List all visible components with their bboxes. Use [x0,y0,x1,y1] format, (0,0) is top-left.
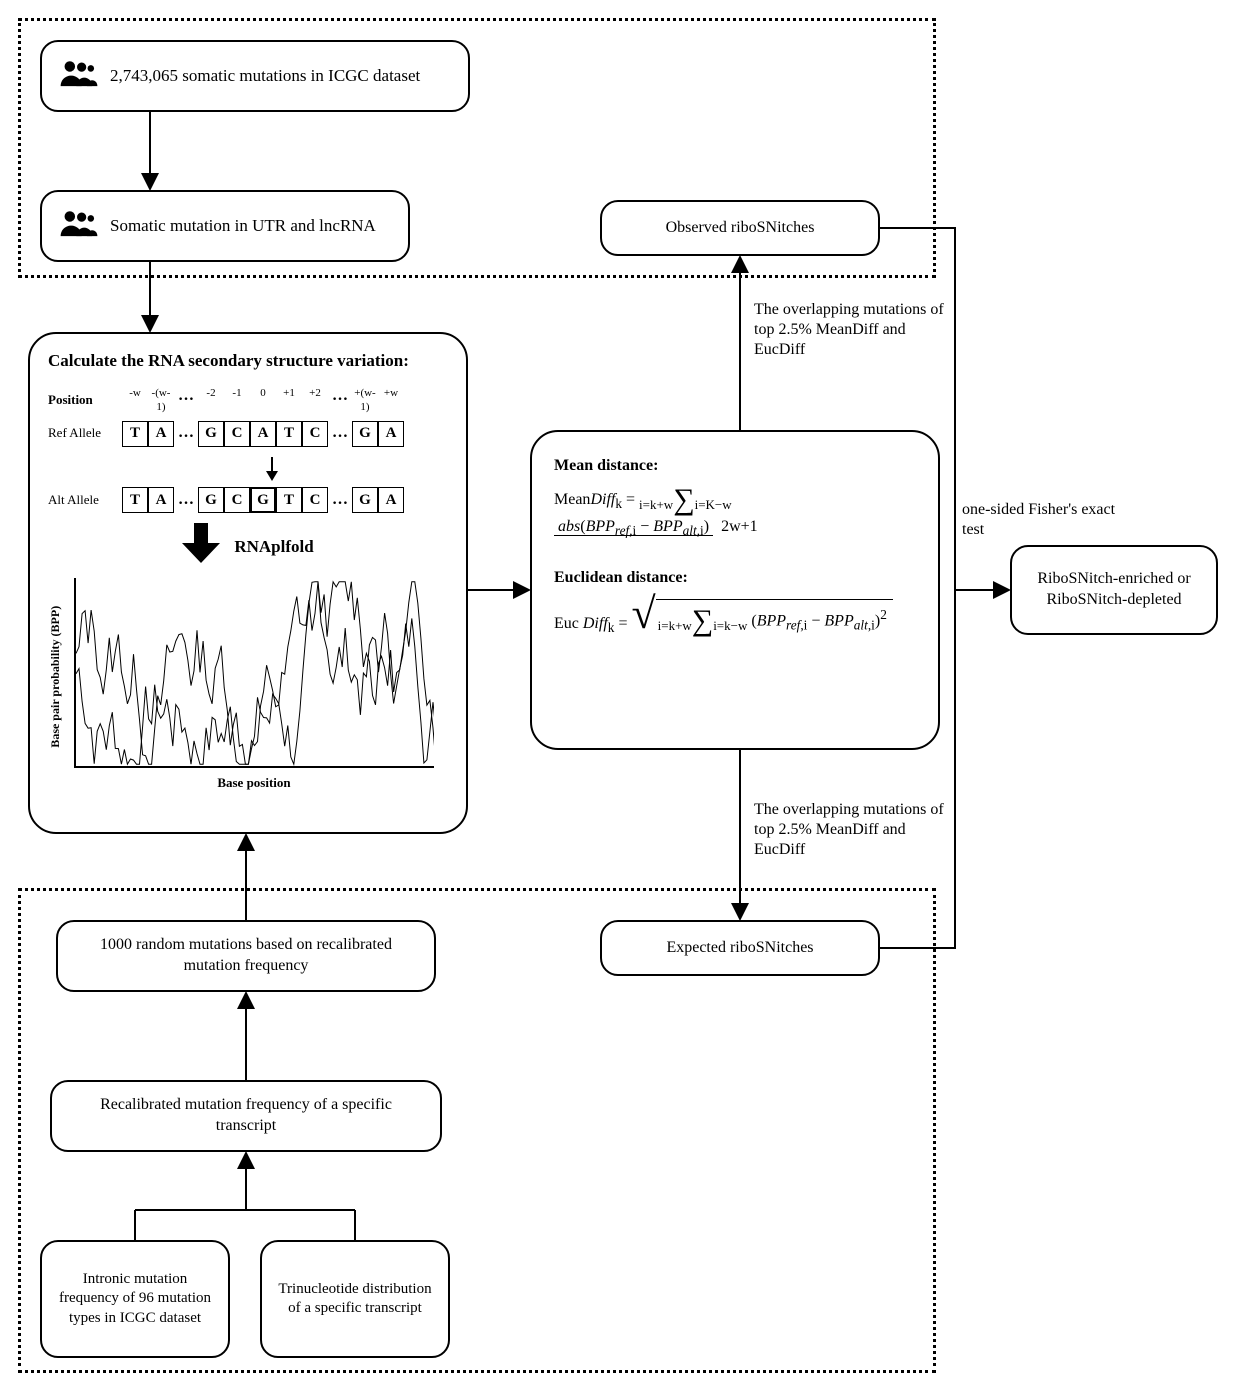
position-label: Position [48,392,122,409]
alt-allele-seq: T A … G C G T C … G A [122,487,404,513]
euclidean-distance-formula: Euc Diffk = √ i=k+w∑i=k−w (BPPref,i − BP… [554,599,916,639]
mean-distance-title: Mean distance: [554,456,916,477]
euclidean-distance-title: Euclidean distance: [554,568,916,589]
node-intronic-freq-label: Intronic mutation frequency of 96 mutati… [58,1270,212,1329]
seq-ellipsis: … [174,423,198,444]
node-random-mutations-label: 1000 random mutations based on recalibra… [74,935,418,977]
seq-cell: G [352,421,378,447]
node-expected-ribosnitches: Expected riboSNitches [600,920,880,976]
node-distance-formulas: Mean distance: MeanDiffk = i=k+w∑i=K−w a… [530,430,940,750]
people-icon [58,58,100,94]
pos-cell: +w [378,386,404,415]
seq-ellipsis: … [174,490,198,511]
node-recalibrated-freq: Recalibrated mutation frequency of a spe… [50,1080,442,1152]
node-icgc-mutations-label: 2,743,065 somatic mutations in ICGC data… [110,65,420,87]
pos-cell: +2 [302,386,328,415]
node-intronic-freq: Intronic mutation frequency of 96 mutati… [40,1240,230,1358]
alt-allele-label: Alt Allele [48,492,122,509]
seq-cell: C [224,421,250,447]
pos-cell: 0 [250,386,276,415]
seq-cell: A [148,487,174,513]
pos-cell: -2 [198,386,224,415]
bpp-chart-ylabel: Base pair probability (BPP) [48,578,70,776]
seq-cell: A [378,487,404,513]
rnaplfold-label: RNAplfold [234,536,313,558]
seq-ellipsis: … [174,386,198,415]
node-calc-rna-structure: Calculate the RNA secondary structure va… [28,332,468,834]
seq-cell: A [250,421,276,447]
seq-ellipsis: … [328,423,352,444]
bpp-chart-xlabel: Base position [74,775,434,792]
people-icon [58,208,100,244]
pos-cell: -w [122,386,148,415]
seq-cell: A [148,421,174,447]
seq-cell: T [122,421,148,447]
node-result: RiboSNitch-enriched or RiboSNitch-deplet… [1010,545,1218,635]
seq-cell-mutated: G [250,487,276,513]
node-recalibrated-freq-label: Recalibrated mutation frequency of a spe… [68,1095,424,1137]
edge-label-top25-lower: The overlapping mutations of top 2.5% Me… [752,800,952,860]
ref-to-alt-arrow [122,457,422,488]
seq-cell: C [224,487,250,513]
pos-cell: -1 [224,386,250,415]
seq-cell: G [198,487,224,513]
node-expected-label: Expected riboSNitches [666,938,813,959]
seq-cell: T [276,421,302,447]
pos-cell: -(w-1) [148,386,174,415]
seq-cell: C [302,487,328,513]
node-trinucleotide-label: Trinucleotide distribution of a specific… [278,1280,432,1319]
seq-cell: A [378,421,404,447]
node-calc-title: Calculate the RNA secondary structure va… [48,350,448,372]
node-observed-label: Observed riboSNitches [666,218,815,239]
edge-label-fisher: one-sided Fisher's exact test [960,500,1120,540]
mean-distance-formula: MeanDiffk = i=k+w∑i=K−w abs(BPPref,i − B… [554,487,916,542]
node-observed-ribosnitches: Observed riboSNitches [600,200,880,256]
node-utr-lncrna: Somatic mutation in UTR and lncRNA [40,190,410,262]
seq-ellipsis: … [328,490,352,511]
rnaplfold-arrow-icon [182,523,220,570]
node-icgc-mutations: 2,743,065 somatic mutations in ICGC data… [40,40,470,112]
seq-cell: T [122,487,148,513]
pos-cell: +1 [276,386,302,415]
bpp-chart [74,578,434,768]
ref-allele-seq: T A … G C A T C … G A [122,421,404,447]
seq-cell: C [302,421,328,447]
seq-cell: G [352,487,378,513]
node-utr-lncrna-label: Somatic mutation in UTR and lncRNA [110,215,376,237]
seq-cell: G [198,421,224,447]
seq-cell: T [276,487,302,513]
node-result-label: RiboSNitch-enriched or RiboSNitch-deplet… [1028,569,1200,611]
node-random-mutations: 1000 random mutations based on recalibra… [56,920,436,992]
edge-label-top25-upper: The overlapping mutations of top 2.5% Me… [752,300,952,360]
seq-ellipsis: … [328,386,352,415]
ref-allele-label: Ref Allele [48,425,122,442]
pos-cell: +(w-1) [352,386,378,415]
node-trinucleotide: Trinucleotide distribution of a specific… [260,1240,450,1358]
